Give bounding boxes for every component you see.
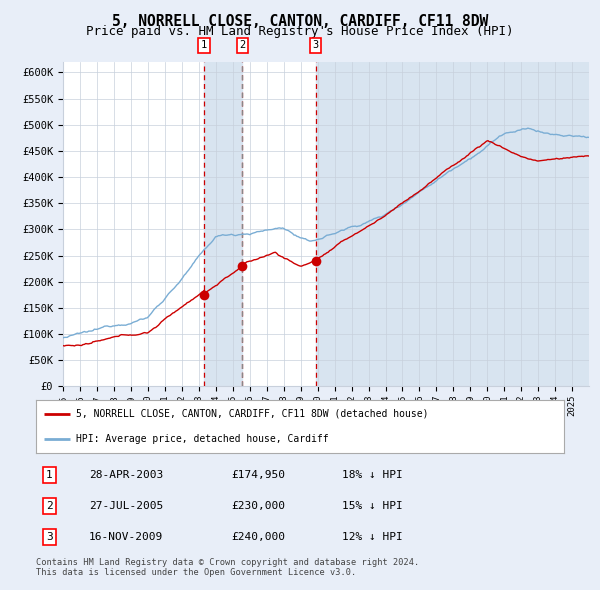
Bar	[316, 62, 589, 386]
Text: 5, NORRELL CLOSE, CANTON, CARDIFF, CF11 8DW (detached house): 5, NORRELL CLOSE, CANTON, CARDIFF, CF11 …	[76, 409, 428, 419]
Text: HPI: Average price, detached house, Cardiff: HPI: Average price, detached house, Card…	[76, 434, 328, 444]
Text: 16-NOV-2009: 16-NOV-2009	[89, 532, 163, 542]
Text: 1: 1	[201, 41, 208, 50]
Text: 15% ↓ HPI: 15% ↓ HPI	[342, 501, 403, 510]
Text: 1: 1	[46, 470, 53, 480]
Text: Price paid vs. HM Land Registry's House Price Index (HPI): Price paid vs. HM Land Registry's House …	[86, 25, 514, 38]
Bar	[204, 62, 242, 386]
Text: £230,000: £230,000	[232, 501, 286, 510]
Text: 5, NORRELL CLOSE, CANTON, CARDIFF, CF11 8DW: 5, NORRELL CLOSE, CANTON, CARDIFF, CF11 …	[112, 14, 488, 28]
Text: 28-APR-2003: 28-APR-2003	[89, 470, 163, 480]
Text: £240,000: £240,000	[232, 532, 286, 542]
Text: 2: 2	[46, 501, 53, 510]
Text: £174,950: £174,950	[232, 470, 286, 480]
Text: 2: 2	[239, 41, 245, 50]
Text: 12% ↓ HPI: 12% ↓ HPI	[342, 532, 403, 542]
Text: Contains HM Land Registry data © Crown copyright and database right 2024.
This d: Contains HM Land Registry data © Crown c…	[36, 558, 419, 577]
Text: 18% ↓ HPI: 18% ↓ HPI	[342, 470, 403, 480]
Text: 3: 3	[313, 41, 319, 50]
Text: 3: 3	[46, 532, 53, 542]
Text: 27-JUL-2005: 27-JUL-2005	[89, 501, 163, 510]
